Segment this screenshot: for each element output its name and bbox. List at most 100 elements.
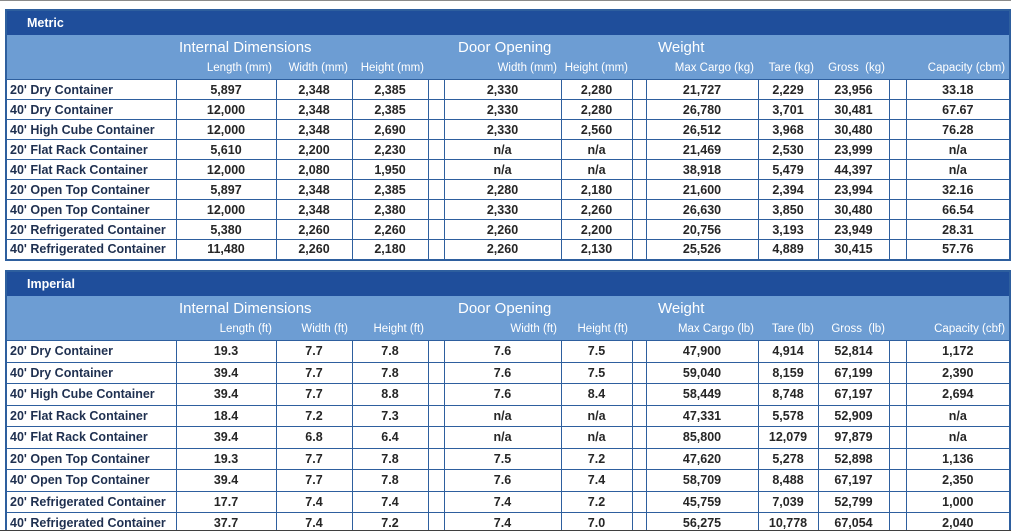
gap-cell bbox=[888, 447, 907, 470]
gap-cell bbox=[427, 139, 445, 160]
value-cell: 2,260 bbox=[275, 219, 353, 240]
value-cell: 23,956 bbox=[817, 79, 890, 100]
group-header-weight: Weight bbox=[632, 35, 889, 59]
value-cell: 7.6 bbox=[443, 469, 562, 492]
value-cell: 2,130 bbox=[560, 239, 633, 260]
row-label: 20' Dry Container bbox=[5, 340, 177, 363]
table-row: 20' Flat Rack Container 18.4 7.2 7.3 n/a n/a 4… bbox=[5, 404, 1011, 427]
row-label: 20' Refrigerated Container bbox=[5, 219, 177, 240]
value-cell: 39.4 bbox=[175, 361, 277, 384]
value-cell: 67,197 bbox=[817, 383, 890, 406]
value-cell: 30,480 bbox=[817, 119, 890, 140]
value-cell: 2,260 bbox=[275, 239, 353, 260]
value-cell: 19.3 bbox=[175, 447, 277, 470]
value-cell: 2,390 bbox=[905, 361, 1011, 384]
value-cell: 2,348 bbox=[275, 119, 353, 140]
column-header-gap bbox=[428, 59, 444, 80]
value-cell: 2,385 bbox=[351, 79, 429, 100]
gap-cell bbox=[888, 383, 907, 406]
value-cell: 8,748 bbox=[757, 383, 819, 406]
value-cell: 8.8 bbox=[351, 383, 429, 406]
value-cell: 12,079 bbox=[757, 426, 819, 449]
table-row: 20' Open Top Container 5,897 2,348 2,385 2,2… bbox=[5, 179, 1011, 200]
gap-cell bbox=[631, 512, 647, 530]
gap-cell bbox=[427, 340, 445, 363]
gap-cell bbox=[427, 469, 445, 492]
value-cell: 67,197 bbox=[817, 469, 890, 492]
value-cell: n/a bbox=[443, 404, 562, 427]
column-header: Width (mm) bbox=[444, 59, 561, 80]
gap-cell bbox=[888, 99, 907, 120]
value-cell: 47,331 bbox=[645, 404, 759, 427]
value-cell: 2,348 bbox=[275, 99, 353, 120]
row-label: 20' Dry Container bbox=[5, 79, 177, 100]
value-cell: 39.4 bbox=[175, 426, 277, 449]
value-cell: 7.7 bbox=[275, 383, 353, 406]
gap-cell bbox=[888, 119, 907, 140]
value-cell: 1,136 bbox=[905, 447, 1011, 470]
value-cell: 2,560 bbox=[560, 119, 633, 140]
value-cell: 5,479 bbox=[757, 159, 819, 180]
value-cell: 5,380 bbox=[175, 219, 277, 240]
gap-cell bbox=[631, 340, 647, 363]
value-cell: n/a bbox=[560, 139, 633, 160]
group-header-door-opening: Door Opening bbox=[428, 296, 632, 320]
value-cell: 10,778 bbox=[757, 512, 819, 530]
column-header-gap bbox=[632, 320, 646, 341]
value-cell: 2,385 bbox=[351, 179, 429, 200]
row-label: 40' High Cube Container bbox=[5, 119, 177, 140]
gap-cell bbox=[427, 159, 445, 180]
value-cell: 28.31 bbox=[905, 219, 1011, 240]
gap-cell bbox=[888, 139, 907, 160]
value-cell: 30,481 bbox=[817, 99, 890, 120]
value-cell: n/a bbox=[905, 159, 1011, 180]
value-cell: 2,348 bbox=[275, 179, 353, 200]
gap-cell bbox=[631, 179, 647, 200]
value-cell: 7.6 bbox=[443, 361, 562, 384]
value-cell: 67.67 bbox=[905, 99, 1011, 120]
table-row: 40' High Cube Container 12,000 2,348 2,690 2… bbox=[5, 119, 1011, 140]
table-row: 20' Dry Container 19.3 7.7 7.8 7.6 7.5 47,900 4… bbox=[5, 340, 1011, 363]
gap-cell bbox=[427, 490, 445, 513]
value-cell: 67,199 bbox=[817, 361, 890, 384]
value-cell: 7.7 bbox=[275, 447, 353, 470]
table-row: 40' Refrigerated Container 11,480 2,260 2,1… bbox=[5, 239, 1011, 260]
value-cell: 2,260 bbox=[560, 199, 633, 220]
table-row: 40' Refrigerated Container 37.7 7.4 7.2 7.4 7… bbox=[5, 512, 1011, 530]
value-cell: 21,600 bbox=[645, 179, 759, 200]
group-header-weight: Weight bbox=[632, 296, 889, 320]
gap-cell bbox=[427, 512, 445, 530]
gap-cell bbox=[888, 512, 907, 530]
group-header-door-opening: Door Opening bbox=[428, 35, 632, 59]
value-cell: 76.28 bbox=[905, 119, 1011, 140]
table-row: 40' Flat Rack Container 39.4 6.8 6.4 n/a n/a 8… bbox=[5, 426, 1011, 449]
value-cell: n/a bbox=[443, 139, 562, 160]
group-header-internal-dimensions: Internal Dimensions bbox=[6, 296, 428, 320]
value-cell: 3,193 bbox=[757, 219, 819, 240]
value-cell: 30,480 bbox=[817, 199, 890, 220]
gap-cell bbox=[888, 361, 907, 384]
gap-cell bbox=[427, 219, 445, 240]
table-row: 20' Flat Rack Container 5,610 2,200 2,230 n/… bbox=[5, 139, 1011, 160]
imperial-title-row: Imperial bbox=[6, 271, 1011, 296]
gap-cell bbox=[631, 199, 647, 220]
value-cell: 2,280 bbox=[560, 99, 633, 120]
metric-table: Metric Internal Dimensions Door Opening … bbox=[5, 9, 1011, 261]
value-cell: 2,230 bbox=[351, 139, 429, 160]
value-cell: 37.7 bbox=[175, 512, 277, 530]
value-cell: 7.8 bbox=[351, 447, 429, 470]
value-cell: 58,449 bbox=[645, 383, 759, 406]
value-cell: 2,260 bbox=[443, 219, 562, 240]
gap-cell bbox=[427, 361, 445, 384]
value-cell: 7.3 bbox=[351, 404, 429, 427]
column-header-spacer bbox=[6, 59, 176, 80]
value-cell: 7.4 bbox=[275, 512, 353, 530]
gap-cell bbox=[888, 159, 907, 180]
gap-cell bbox=[427, 239, 445, 260]
value-cell: 5,578 bbox=[757, 404, 819, 427]
value-cell: 7.4 bbox=[351, 490, 429, 513]
value-cell: 26,630 bbox=[645, 199, 759, 220]
value-cell: 7.2 bbox=[560, 490, 633, 513]
group-header-spacer bbox=[889, 35, 1011, 59]
metric-table-body: 20' Dry Container 5,897 2,348 2,385 2,330 2,2… bbox=[5, 79, 1011, 260]
